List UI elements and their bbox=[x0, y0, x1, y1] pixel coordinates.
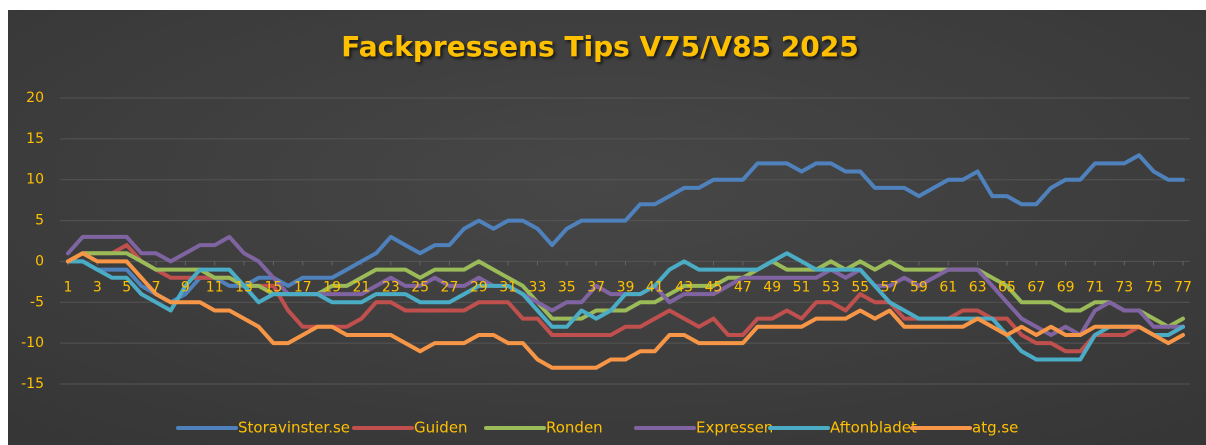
legend-label: Aftonbladet bbox=[830, 419, 917, 437]
y-tick-label: -15 bbox=[21, 376, 44, 392]
x-tick-label: 23 bbox=[382, 279, 400, 295]
y-tick-label: 10 bbox=[26, 172, 44, 188]
x-tick-label: 35 bbox=[558, 279, 576, 295]
x-tick-label: 73 bbox=[1115, 279, 1133, 295]
x-tick-label: 13 bbox=[235, 279, 253, 295]
x-tick-label: 43 bbox=[675, 279, 693, 295]
x-tick-label: 49 bbox=[763, 279, 781, 295]
x-tick-label: 25 bbox=[411, 279, 429, 295]
x-tick-label: 27 bbox=[441, 279, 459, 295]
x-tick-label: 59 bbox=[910, 279, 928, 295]
series-line bbox=[66, 251, 1185, 370]
x-tick-label: 29 bbox=[470, 279, 488, 295]
x-tick-label: 55 bbox=[851, 279, 869, 295]
series-line bbox=[66, 251, 1185, 362]
x-tick-label: 9 bbox=[181, 279, 190, 295]
x-tick-label: 67 bbox=[1027, 279, 1045, 295]
x-tick-label: 45 bbox=[705, 279, 723, 295]
legend-label: Storavinster.se bbox=[238, 419, 350, 437]
legend-label: Guiden bbox=[414, 419, 468, 437]
y-tick-label: -10 bbox=[21, 335, 44, 351]
series-line bbox=[66, 251, 1185, 329]
x-tick-label: 61 bbox=[939, 279, 957, 295]
x-tick-label: 75 bbox=[1145, 279, 1163, 295]
y-tick-label: 20 bbox=[26, 90, 44, 106]
x-tick-label: 39 bbox=[617, 279, 635, 295]
x-tick-label: 7 bbox=[152, 279, 161, 295]
x-tick-label: 19 bbox=[323, 279, 341, 295]
x-tick-label: 33 bbox=[529, 279, 547, 295]
x-tick-label: 41 bbox=[646, 279, 664, 295]
y-tick-label: 5 bbox=[35, 213, 44, 229]
x-tick-label: 11 bbox=[206, 279, 224, 295]
x-tick-label: 17 bbox=[294, 279, 312, 295]
legend-label: atg.se bbox=[972, 419, 1018, 437]
x-tick-label: 71 bbox=[1086, 279, 1104, 295]
legend-label: Expressen bbox=[696, 419, 773, 437]
x-tick-label: 65 bbox=[998, 279, 1016, 295]
x-tick-label: 57 bbox=[881, 279, 899, 295]
x-tick-label: 1 bbox=[64, 279, 73, 295]
x-tick-label: 63 bbox=[969, 279, 987, 295]
chart-title: Fackpressens Tips V75/V85 2025 bbox=[341, 30, 858, 63]
x-tick-label: 37 bbox=[587, 279, 605, 295]
series-line bbox=[66, 153, 1185, 305]
x-tick-label: 47 bbox=[734, 279, 752, 295]
x-tick-label: 69 bbox=[1057, 279, 1075, 295]
x-tick-label: 5 bbox=[122, 279, 131, 295]
lines bbox=[66, 153, 1185, 370]
x-tick-label: 21 bbox=[353, 279, 371, 295]
y-tick-label: -5 bbox=[30, 294, 44, 310]
y-tick-label: 15 bbox=[26, 131, 44, 147]
chart-background bbox=[8, 10, 1206, 445]
x-tick-label: 3 bbox=[93, 279, 102, 295]
y-tick-label: 0 bbox=[35, 253, 44, 269]
x-tick-label: 31 bbox=[499, 279, 517, 295]
x-tick-label: 53 bbox=[822, 279, 840, 295]
x-tick-label: 15 bbox=[264, 279, 282, 295]
legend: Storavinster.se Guiden Ronden Expressen Afto… bbox=[176, 419, 1018, 437]
legend-label: Ronden bbox=[546, 419, 603, 437]
x-tick-label: 51 bbox=[793, 279, 811, 295]
x-tick-label: 77 bbox=[1174, 279, 1192, 295]
